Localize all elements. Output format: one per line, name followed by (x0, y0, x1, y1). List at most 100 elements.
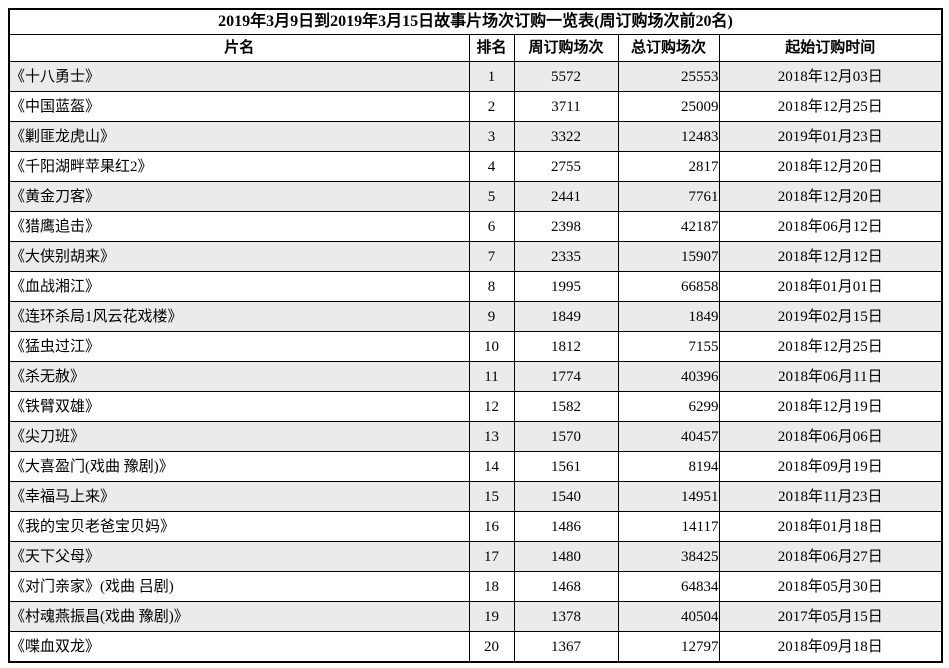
week-orders-cell: 2398 (513, 211, 619, 242)
table-row: 《喋血双龙》 20 1367 12797 2018年09月18日 (8, 631, 943, 663)
table-row: 《大喜盈门(戏曲 豫剧)》 14 1561 8194 2018年09月19日 (8, 451, 943, 482)
rank-cell: 14 (468, 451, 515, 482)
table-row: 《铁臂双雄》 12 1582 6299 2018年12月19日 (8, 391, 943, 422)
week-orders-cell: 1378 (513, 601, 619, 632)
rank-cell: 1 (468, 61, 515, 92)
film-name-cell: 《幸福马上来》 (8, 481, 470, 512)
start-date-cell: 2019年02月15日 (718, 301, 943, 332)
table-row: 《杀无赦》 11 1774 40396 2018年06月11日 (8, 361, 943, 392)
week-orders-cell: 1480 (513, 541, 619, 572)
table-row: 《剿匪龙虎山》 3 3322 12483 2019年01月23日 (8, 121, 943, 152)
table-row: 《对门亲家》(戏曲 吕剧) 18 1468 64834 2018年05月30日 (8, 571, 943, 602)
film-name-cell: 《尖刀班》 (8, 421, 470, 452)
week-orders-cell: 1540 (513, 481, 619, 512)
start-date-cell: 2018年12月19日 (718, 391, 943, 422)
total-orders-cell: 40504 (617, 601, 720, 632)
rank-cell: 2 (468, 91, 515, 122)
film-name-cell: 《杀无赦》 (8, 361, 470, 392)
table-row: 《天下父母》 17 1480 38425 2018年06月27日 (8, 541, 943, 572)
table-title: 2019年3月9日到2019年3月15日故事片场次订购一览表(周订购场次前20名… (8, 8, 943, 35)
table-row: 《我的宝贝老爸宝贝妈》 16 1486 14117 2018年01月18日 (8, 511, 943, 542)
week-orders-cell: 1367 (513, 631, 619, 663)
start-date-cell: 2018年12月12日 (718, 241, 943, 272)
column-header-start-date: 起始订购时间 (718, 34, 943, 62)
start-date-cell: 2018年06月27日 (718, 541, 943, 572)
film-name-cell: 《十八勇士》 (8, 61, 470, 92)
start-date-cell: 2018年01月18日 (718, 511, 943, 542)
week-orders-cell: 1561 (513, 451, 619, 482)
total-orders-cell: 12483 (617, 121, 720, 152)
total-orders-cell: 25553 (617, 61, 720, 92)
film-name-cell: 《黄金刀客》 (8, 181, 470, 212)
total-orders-cell: 1849 (617, 301, 720, 332)
film-booking-table: 2019年3月9日到2019年3月15日故事片场次订购一览表(周订购场次前20名… (8, 8, 944, 663)
total-orders-cell: 15907 (617, 241, 720, 272)
column-header-rank: 排名 (468, 34, 515, 62)
rank-cell: 15 (468, 481, 515, 512)
rank-cell: 9 (468, 301, 515, 332)
start-date-cell: 2018年09月19日 (718, 451, 943, 482)
week-orders-cell: 3322 (513, 121, 619, 152)
week-orders-cell: 1849 (513, 301, 619, 332)
film-name-cell: 《喋血双龙》 (8, 631, 470, 663)
rank-cell: 20 (468, 631, 515, 663)
rank-cell: 13 (468, 421, 515, 452)
film-name-cell: 《千阳湖畔苹果红2》 (8, 151, 470, 182)
film-name-cell: 《天下父母》 (8, 541, 470, 572)
table-row: 《猎鹰追击》 6 2398 42187 2018年06月12日 (8, 211, 943, 242)
start-date-cell: 2018年09月18日 (718, 631, 943, 663)
week-orders-cell: 1486 (513, 511, 619, 542)
week-orders-cell: 1570 (513, 421, 619, 452)
week-orders-cell: 1582 (513, 391, 619, 422)
table-row: 《中国蓝盔》 2 3711 25009 2018年12月25日 (8, 91, 943, 122)
total-orders-cell: 40396 (617, 361, 720, 392)
table-header-row: 片名 排名 周订购场次 总订购场次 起始订购时间 (8, 34, 943, 62)
week-orders-cell: 2335 (513, 241, 619, 272)
rank-cell: 16 (468, 511, 515, 542)
column-header-film-name: 片名 (8, 34, 470, 62)
start-date-cell: 2018年06月12日 (718, 211, 943, 242)
total-orders-cell: 25009 (617, 91, 720, 122)
table-row: 《猛虫过江》 10 1812 7155 2018年12月25日 (8, 331, 943, 362)
week-orders-cell: 1812 (513, 331, 619, 362)
start-date-cell: 2018年06月11日 (718, 361, 943, 392)
total-orders-cell: 38425 (617, 541, 720, 572)
film-name-cell: 《猛虫过江》 (8, 331, 470, 362)
week-orders-cell: 3711 (513, 91, 619, 122)
film-name-cell: 《大喜盈门(戏曲 豫剧)》 (8, 451, 470, 482)
total-orders-cell: 40457 (617, 421, 720, 452)
table-row: 《十八勇士》 1 5572 25553 2018年12月03日 (8, 61, 943, 92)
film-name-cell: 《铁臂双雄》 (8, 391, 470, 422)
table-title-row: 2019年3月9日到2019年3月15日故事片场次订购一览表(周订购场次前20名… (8, 8, 943, 35)
film-name-cell: 《村魂燕振昌(戏曲 豫剧)》 (8, 601, 470, 632)
table-row: 《尖刀班》 13 1570 40457 2018年06月06日 (8, 421, 943, 452)
table-row: 《村魂燕振昌(戏曲 豫剧)》 19 1378 40504 2017年05月15日 (8, 601, 943, 632)
rank-cell: 6 (468, 211, 515, 242)
total-orders-cell: 14117 (617, 511, 720, 542)
rank-cell: 18 (468, 571, 515, 602)
rank-cell: 3 (468, 121, 515, 152)
week-orders-cell: 5572 (513, 61, 619, 92)
week-orders-cell: 2755 (513, 151, 619, 182)
table-row: 《血战湘江》 8 1995 66858 2018年01月01日 (8, 271, 943, 302)
total-orders-cell: 64834 (617, 571, 720, 602)
total-orders-cell: 7155 (617, 331, 720, 362)
total-orders-cell: 7761 (617, 181, 720, 212)
table-row: 《黄金刀客》 5 2441 7761 2018年12月20日 (8, 181, 943, 212)
start-date-cell: 2018年12月20日 (718, 181, 943, 212)
start-date-cell: 2018年12月20日 (718, 151, 943, 182)
film-name-cell: 《连环杀局1风云花戏楼》 (8, 301, 470, 332)
start-date-cell: 2018年12月25日 (718, 331, 943, 362)
rank-cell: 4 (468, 151, 515, 182)
start-date-cell: 2018年05月30日 (718, 571, 943, 602)
week-orders-cell: 1995 (513, 271, 619, 302)
table-row: 《连环杀局1风云花戏楼》 9 1849 1849 2019年02月15日 (8, 301, 943, 332)
table-row: 《大侠别胡来》 7 2335 15907 2018年12月12日 (8, 241, 943, 272)
start-date-cell: 2018年12月25日 (718, 91, 943, 122)
column-header-total-orders: 总订购场次 (617, 34, 720, 62)
total-orders-cell: 8194 (617, 451, 720, 482)
start-date-cell: 2018年12月03日 (718, 61, 943, 92)
film-name-cell: 《对门亲家》(戏曲 吕剧) (8, 571, 470, 602)
week-orders-cell: 2441 (513, 181, 619, 212)
